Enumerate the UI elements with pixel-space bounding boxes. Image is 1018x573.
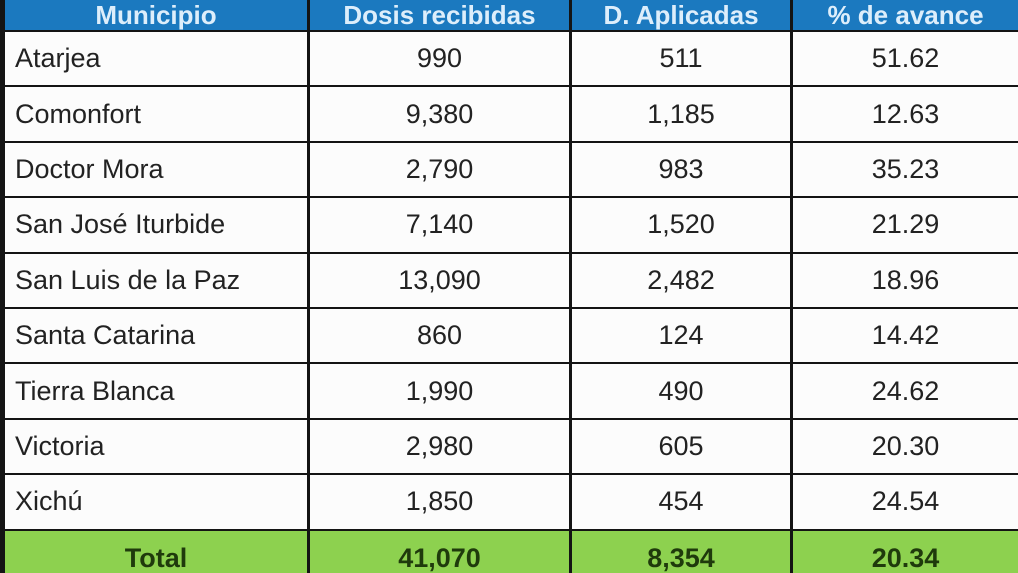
applied-cell: 983 (572, 142, 793, 197)
received-cell: 860 (310, 308, 572, 363)
progress-cell: 14.42 (871, 320, 940, 351)
received-cell: 9,380 (310, 87, 572, 141)
total-received-cell: 41,070 (310, 530, 572, 573)
table-header-row: Municipio Dosis recibidas D. Aplicadas %… (5, 0, 1018, 32)
header-municipio: Municipio (5, 0, 310, 30)
table-row-victoria: Victoria 2,980 605 20.30 (5, 419, 1018, 476)
table-row-comonfort: Comonfort 9,380 1,185 12.63 (5, 87, 1018, 143)
table-row-san-jose-iturbide: San José Iturbide 7,140 1,520 21.29 (5, 198, 1018, 254)
progress-cell: 12.63 (871, 98, 940, 129)
municipio-cell: Santa Catarina (5, 308, 310, 363)
applied-cell: 2,482 (572, 253, 793, 307)
applied-cell: 490 (572, 364, 793, 418)
received-cell: 990 (310, 32, 572, 86)
applied-cell: 1,520 (572, 198, 793, 252)
progress-cell: 51.62 (871, 43, 940, 74)
progress-cell: 20.30 (871, 430, 940, 461)
total-applied-cell: 8,354 (572, 530, 793, 573)
municipio-cell: Doctor Mora (5, 142, 310, 197)
applied-cell: 124 (572, 308, 793, 363)
received-cell: 1,990 (310, 364, 572, 418)
header-porcentaje-avance: % de avance (827, 0, 984, 30)
received-cell: 2,980 (310, 419, 572, 474)
applied-cell: 1,185 (572, 87, 793, 141)
municipio-cell: San Luis de la Paz (5, 253, 310, 307)
applied-cell: 605 (572, 419, 793, 474)
municipio-cell: Xichú (5, 475, 310, 529)
total-progress-cell: 20.34 (871, 542, 940, 573)
received-cell: 13,090 (310, 253, 572, 307)
progress-cell: 24.62 (871, 375, 940, 406)
table-row-tierra-blanca: Tierra Blanca 1,990 490 24.62 (5, 364, 1018, 420)
municipio-cell: Comonfort (5, 87, 310, 141)
total-label: Total (5, 530, 310, 573)
table-row-san-luis-de-la-paz: San Luis de la Paz 13,090 2,482 18.96 (5, 253, 1018, 309)
received-cell: 1,850 (310, 475, 572, 529)
progress-cell: 24.54 (871, 486, 940, 517)
table-row-doctor-mora: Doctor Mora 2,790 983 35.23 (5, 142, 1018, 199)
progress-cell: 18.96 (871, 264, 940, 295)
header-dosis-recibidas: Dosis recibidas (310, 0, 572, 30)
table-row-xichu: Xichú 1,850 454 24.54 (5, 475, 1018, 531)
applied-cell: 454 (572, 475, 793, 529)
table-total-row: Total 41,070 8,354 20.34 (5, 530, 1018, 573)
received-cell: 7,140 (310, 198, 572, 252)
municipio-cell: Atarjea (5, 32, 310, 86)
municipio-cell: Tierra Blanca (5, 364, 310, 418)
applied-cell: 511 (572, 32, 793, 86)
progress-cell: 35.23 (871, 153, 940, 184)
municipio-cell: Victoria (5, 419, 310, 474)
table-row-santa-catarina: Santa Catarina 860 124 14.42 (5, 308, 1018, 365)
received-cell: 2,790 (310, 142, 572, 197)
municipio-cell: San José Iturbide (5, 198, 310, 252)
header-dosis-aplicadas: D. Aplicadas (572, 0, 793, 30)
table-row-atarjea: Atarjea 990 511 51.62 (5, 32, 1018, 88)
progress-cell: 21.29 (871, 209, 940, 240)
